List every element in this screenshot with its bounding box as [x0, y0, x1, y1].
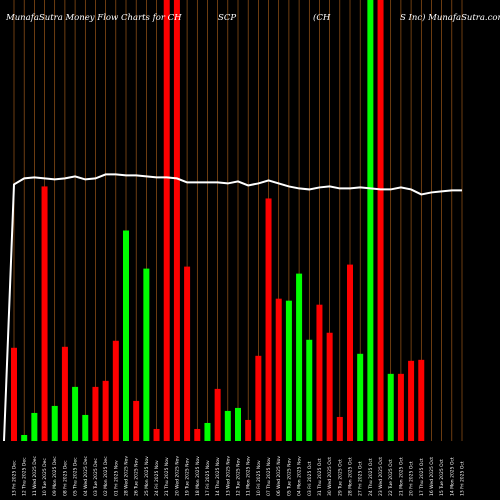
x-tick-label: 11 Wed 2025 Dec — [32, 455, 38, 496]
x-tick-label: 03 Tue 2025 Dec — [93, 458, 99, 496]
inflow-bar — [235, 407, 241, 441]
title-part-2: SCP — [218, 13, 236, 23]
x-tick-label: 05 Tue 2025 Nov — [286, 458, 292, 496]
x-tick-label: 12 Tue 2025 Nov — [236, 458, 242, 496]
inflow-bar — [143, 268, 150, 441]
x-tick-label: 29 Tue 2025 Oct — [337, 459, 343, 496]
x-tick-label: 10 Fri 2025 Nov — [256, 460, 262, 496]
outflow-bar — [214, 388, 221, 441]
x-tick-label: 30 Wed 2025 Oct — [327, 457, 333, 496]
x-tick-label: 13 Wed 2025 Nov — [225, 456, 231, 496]
x-tick-label: 15 Tue 2025 Oct — [439, 459, 445, 496]
x-tick-label: 23 Wed 2025 Oct — [378, 457, 384, 496]
outflow-bar — [133, 400, 140, 441]
x-tick-label: 03 Fri 2025 Oct — [307, 461, 313, 496]
outflow-bar — [163, 0, 170, 441]
x-tick-label: 04 Mon 2025 Nov — [297, 456, 303, 496]
x-tick-label: 25 Mon 2025 Nov — [144, 456, 150, 496]
outflow-bar — [418, 359, 425, 441]
chart-title: MunafaSutra Money Flow Charts for CH SCP… — [5, 12, 500, 23]
x-tick-label: 06 Wed 2025 Nov — [276, 456, 282, 496]
inflow-bar — [296, 273, 303, 441]
inflow-bar — [82, 414, 89, 441]
x-tick-label: 10 Tue 2025 Dec — [42, 458, 48, 496]
x-tick-label: 12 Thu 2025 Dec — [22, 457, 28, 496]
outflow-bar — [41, 186, 48, 441]
outflow-bar — [316, 304, 323, 441]
x-tick-label: 20 Wed 2025 Nov — [174, 456, 180, 496]
outflow-bar — [275, 298, 282, 441]
outflow-bar — [326, 332, 333, 441]
inflow-bar — [357, 353, 364, 441]
x-tick-label: 31 Thu 2025 Oct — [317, 458, 323, 496]
inflow-bar — [224, 410, 231, 441]
outflow-bar — [102, 380, 109, 441]
x-tick-label: 01 Fri 2025 Nov — [113, 460, 119, 496]
outflow-bar — [153, 428, 160, 441]
x-tick-label: 13 Fri 2025 Dec — [12, 460, 18, 496]
inflow-bar — [204, 422, 211, 441]
x-tick-label: 02 Mon 2025 Dec — [103, 456, 109, 496]
x-axis-ticks: 13 Fri 2025 Dec 12 Thu 2025 Dec 11 Wed 202… — [12, 455, 466, 496]
outflow-bar — [184, 266, 191, 441]
x-tick-label: 17 Fri 2025 Nov — [205, 460, 211, 496]
outflow-bar — [408, 360, 415, 441]
outflow-bar — [347, 264, 353, 441]
title-part-1: MunafaSutra Money Flow Charts for CH — [5, 13, 182, 23]
x-tick-label: 26 Tue 2025 Nov — [134, 458, 140, 496]
title-part-3: (CH — [313, 12, 331, 23]
x-tick-label: 28 Wed 2025 Nov — [124, 456, 130, 496]
x-tick-label: 07 Thu 2025 Nov — [266, 457, 272, 496]
x-tick-label: 24 Thu 2025 Oct — [368, 458, 374, 496]
outflow-bar — [255, 355, 262, 441]
outflow-bar — [92, 386, 99, 441]
inflow-bar — [123, 230, 129, 441]
inflow-bar — [72, 386, 79, 441]
x-tick-label: 18 Mon 2025 Nov — [195, 456, 201, 496]
inflow-bar — [387, 373, 394, 441]
outflow-bar — [265, 198, 272, 441]
inflow-bar — [31, 412, 38, 441]
x-tick-label: 11 Mon 2025 Nov — [246, 456, 252, 496]
x-tick-label: 04 Wed 2025 Dec — [83, 455, 89, 496]
x-tick-label: 16 Wed 2025 Oct — [429, 457, 435, 496]
x-tick-label: 09 Mon 2025 Dec — [52, 456, 58, 496]
inflow-bar — [367, 0, 374, 441]
inflow-bar — [285, 300, 292, 441]
x-tick-label: 08 Fri 2025 Dec — [62, 460, 68, 496]
outflow-bar — [194, 428, 201, 441]
outflow-bar — [112, 340, 119, 441]
inflow-bar — [21, 434, 28, 441]
outflow-bar — [377, 0, 384, 441]
x-tick-label: 28 Mon 2025 Oct — [348, 457, 354, 496]
x-tick-label: 05 Thu 2025 Dec — [73, 457, 79, 496]
x-tick-label: 24 Fri 2025 Nov — [154, 460, 160, 496]
x-tick-label: 13 Fri 2025 Oct — [460, 461, 466, 496]
x-tick-label: 17 Thu 2025 Oct — [419, 458, 425, 496]
x-tick-label: 20 Fri 2025 Oct — [409, 461, 415, 496]
x-tick-label: 14 Mon 2025 Oct — [449, 457, 455, 496]
outflow-bar — [397, 373, 404, 441]
outflow-bar — [173, 0, 180, 441]
x-tick-label: 27 Fri 2025 Oct — [358, 461, 364, 496]
x-tick-label: 21 Mon 2025 Oct — [398, 457, 404, 496]
money-flow-line — [3, 173, 462, 442]
x-tick-label: 19 Tue 2025 Nov — [185, 458, 191, 496]
title-part-4: S Inc) MunafaSutra.com — [400, 12, 500, 23]
inflow-bar — [51, 405, 58, 441]
inflow-bar — [306, 339, 313, 441]
outflow-bar — [245, 419, 252, 441]
bars-group — [11, 0, 425, 441]
x-tick-label: 22 Tue 2025 Oct — [388, 459, 394, 496]
outflow-bar — [11, 347, 17, 441]
x-tick-label: 21 Thu 2025 Nov — [164, 457, 170, 496]
outflow-bar — [336, 416, 343, 441]
x-tick-label: 14 Thu 2025 Nov — [215, 457, 221, 496]
outflow-bar — [61, 346, 68, 441]
